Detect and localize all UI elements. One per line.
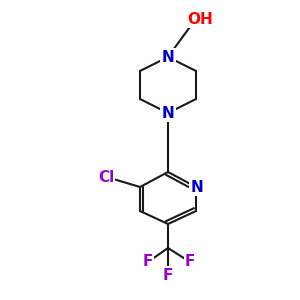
Text: F: F bbox=[185, 254, 195, 269]
Text: OH: OH bbox=[187, 11, 213, 26]
Text: N: N bbox=[162, 50, 174, 64]
Text: N: N bbox=[162, 106, 174, 121]
Text: Cl: Cl bbox=[98, 170, 114, 185]
Text: N: N bbox=[190, 179, 203, 194]
Text: F: F bbox=[143, 254, 153, 269]
Text: F: F bbox=[163, 268, 173, 283]
